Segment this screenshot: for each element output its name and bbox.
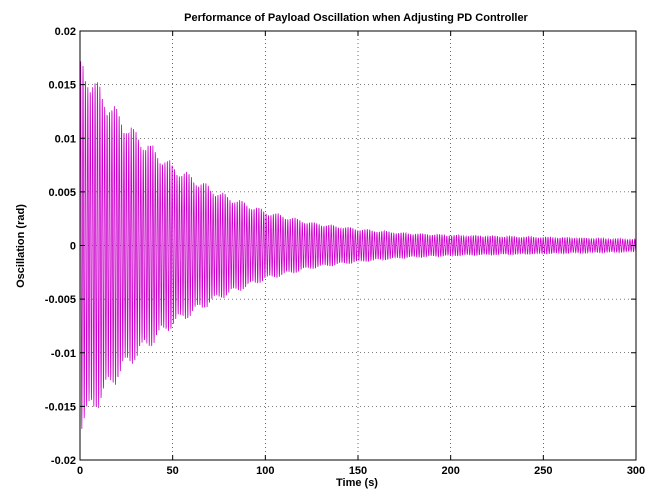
y-tick-label: 0 bbox=[70, 241, 76, 253]
y-tick-label: -0.02 bbox=[51, 455, 76, 467]
y-tick-label: 0.02 bbox=[55, 26, 76, 38]
x-tick-label: 250 bbox=[534, 465, 552, 477]
x-axis-label: Time (s) bbox=[336, 477, 378, 489]
x-tick-label: 200 bbox=[441, 465, 459, 477]
y-tick-label: 0.01 bbox=[55, 133, 76, 145]
y-tick-label: -0.015 bbox=[45, 401, 76, 413]
x-tick-label: 50 bbox=[167, 465, 179, 477]
y-axis-label: Oscillation (rad) bbox=[15, 204, 27, 288]
axis-ticks: 0 50 100 150 200 250 3000.020.0150.010.0050-0.… bbox=[45, 26, 645, 477]
y-tick-label: 0.015 bbox=[48, 80, 76, 92]
y-tick-label: -0.005 bbox=[45, 294, 76, 306]
oscillation-series-line bbox=[79, 61, 637, 429]
x-tick-label: 150 bbox=[349, 465, 367, 477]
series-layer bbox=[79, 61, 637, 429]
x-tick-label: 0 bbox=[77, 465, 83, 477]
x-tick-label: 300 bbox=[627, 465, 645, 477]
y-tick-label: -0.01 bbox=[51, 348, 76, 360]
x-tick-label: 100 bbox=[256, 465, 274, 477]
chart-title: Performance of Payload Oscillation when … bbox=[184, 12, 528, 24]
y-tick-label: 0.005 bbox=[48, 187, 76, 199]
